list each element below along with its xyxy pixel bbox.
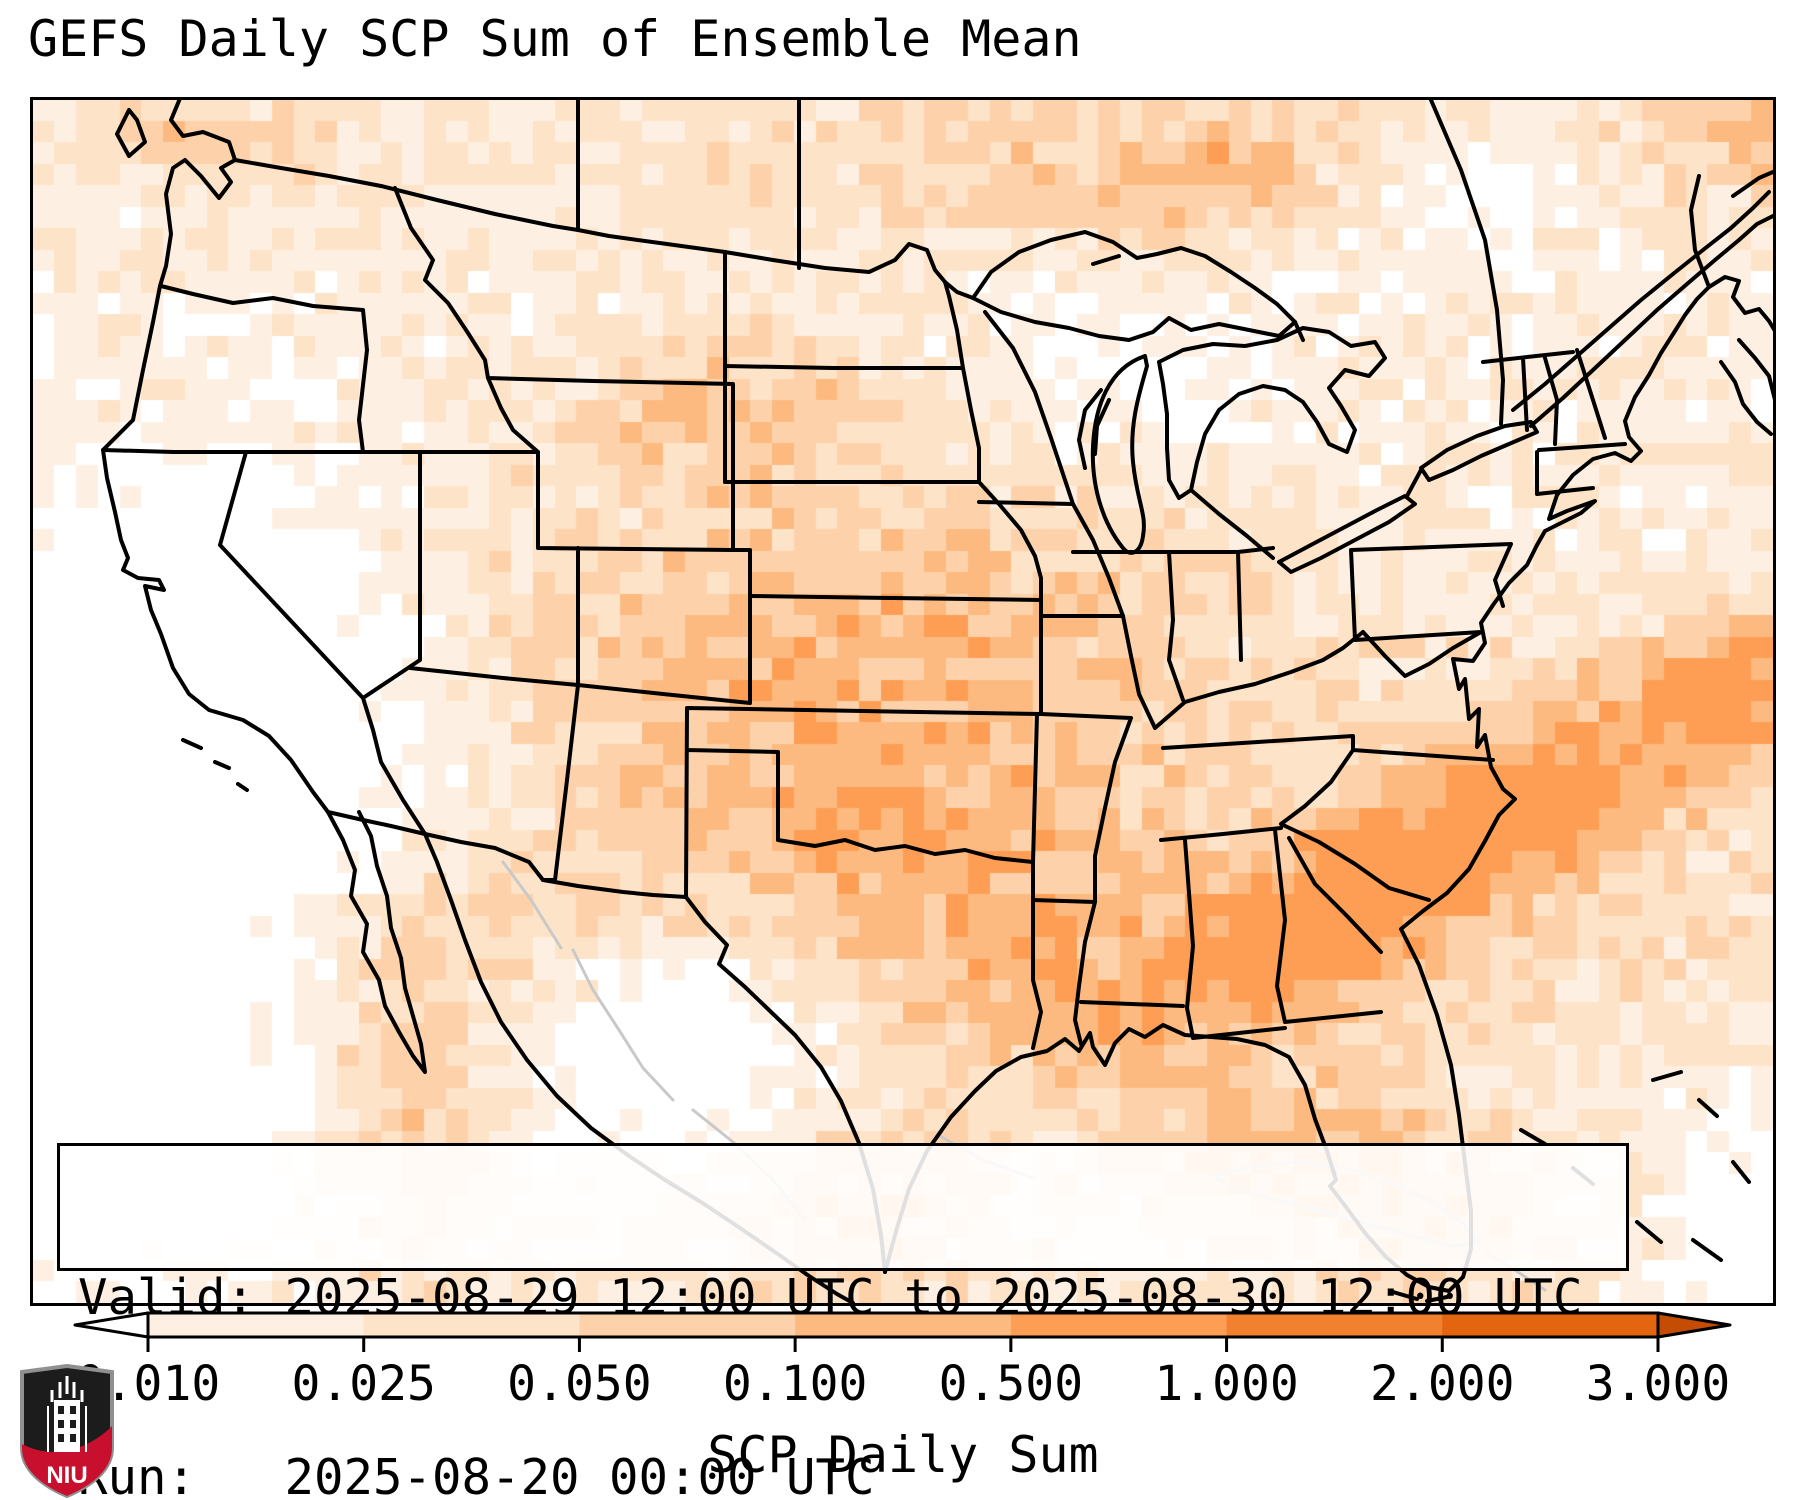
state-borders-plains bbox=[684, 280, 1185, 1050]
colorbar-segment bbox=[795, 1313, 1012, 1337]
niu-logo-text: NIU bbox=[46, 1462, 87, 1489]
canada-border bbox=[233, 158, 975, 300]
validity-info-box: Valid: 2025-08-29 12:00 UTC to 2025-08-3… bbox=[57, 1143, 1629, 1500]
run-time-text: Run: 2025-08-20 00:00 UTC bbox=[78, 1449, 875, 1500]
colorbar-outline bbox=[146, 1311, 1660, 1339]
castle-windows-icon bbox=[58, 1406, 76, 1442]
colorbar bbox=[73, 1311, 1732, 1352]
pacific-coastline bbox=[101, 100, 330, 814]
colorbar-tick-label: 2.000 bbox=[1370, 1356, 1515, 1412]
map-panel: Valid: 2025-08-29 12:00 UTC to 2025-08-3… bbox=[30, 97, 1776, 1500]
colorbar-segment bbox=[1010, 1313, 1228, 1337]
castle-spires-icon bbox=[47, 1406, 87, 1452]
baja-california bbox=[326, 810, 427, 1074]
nova-scotia bbox=[1719, 338, 1773, 436]
lake-erie bbox=[1189, 468, 1423, 574]
colorbar-segment bbox=[1442, 1313, 1659, 1337]
colorbar-segment bbox=[1226, 1313, 1443, 1337]
colorbar-title: SCP Daily Sum bbox=[707, 1426, 1099, 1484]
state-borders-east bbox=[1349, 174, 1711, 678]
colorbar-tick-label: 0.050 bbox=[507, 1356, 652, 1412]
lake-michigan bbox=[1077, 354, 1149, 555]
us-mexico-border bbox=[326, 810, 688, 899]
islands bbox=[115, 108, 1751, 1303]
state-borders-south bbox=[1159, 734, 1495, 1040]
niu-logo: NIU bbox=[20, 1364, 114, 1499]
st-lawrence-river bbox=[1511, 170, 1773, 426]
canadian-province-borders bbox=[576, 100, 1505, 426]
colorbar-tick-label: 3.000 bbox=[1585, 1356, 1731, 1412]
state-borders-midwest bbox=[977, 310, 1365, 730]
colorbar-over-arrow bbox=[1656, 1311, 1732, 1339]
colorbar-segment bbox=[148, 1313, 365, 1337]
gulf-atlantic-coastline bbox=[883, 275, 1773, 1293]
colorbar-tick-label: 0.100 bbox=[722, 1356, 868, 1412]
coastlines-and-states bbox=[101, 100, 1773, 1303]
colorbar-under-arrow bbox=[73, 1311, 150, 1339]
state-borders-west bbox=[101, 186, 752, 882]
lake-superior bbox=[971, 230, 1297, 342]
colorbar-tick-label: 0.500 bbox=[938, 1356, 1084, 1412]
basemap-borders bbox=[101, 100, 1773, 1303]
figure-title: GEFS Daily SCP Sum of Ensemble Mean bbox=[28, 10, 1082, 68]
lake-huron bbox=[1157, 320, 1387, 500]
scp-heatmap-canvas bbox=[33, 100, 1773, 1303]
colorbar-segment bbox=[363, 1313, 581, 1337]
niu-shield-red-band bbox=[22, 1426, 112, 1496]
colorbar-tick-labels: 0.010 0.025 0.050 0.100 0.500 1.000 2.000 3.000 bbox=[0, 1356, 1803, 1416]
castle-tower-icon bbox=[54, 1400, 80, 1452]
colorbar-segment bbox=[579, 1313, 796, 1337]
colorbar-tick-label: 1.000 bbox=[1154, 1356, 1299, 1412]
lake-ontario bbox=[1419, 420, 1539, 482]
colorbar-tick-label: 0.025 bbox=[291, 1356, 436, 1412]
castle-turrets-icon bbox=[50, 1376, 84, 1402]
